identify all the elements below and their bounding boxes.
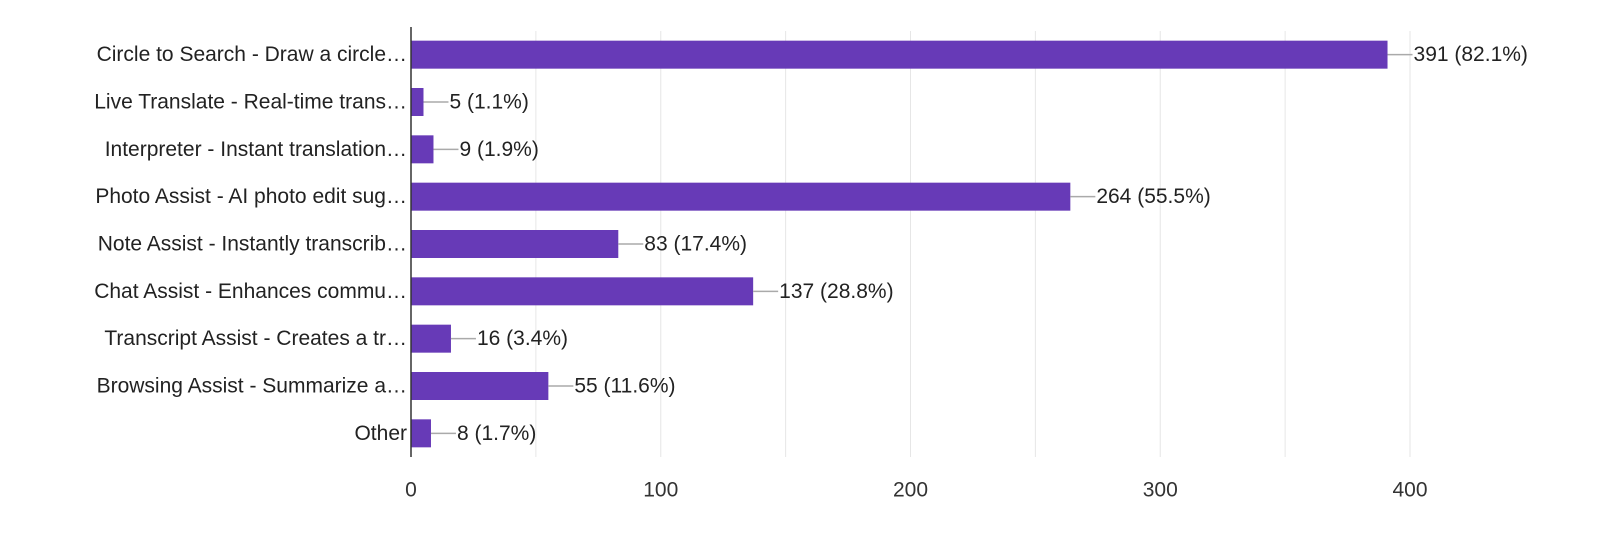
bar — [411, 372, 549, 400]
category-label: Circle to Search - Draw a circle… — [97, 43, 407, 66]
bar — [411, 277, 754, 306]
category-label: Note Assist - Instantly transcrib… — [98, 233, 407, 256]
data-label: 55 (11.6%) — [574, 375, 675, 398]
data-label: 137 (28.8%) — [779, 280, 893, 303]
category-label: Chat Assist - Enhances commu… — [94, 280, 407, 303]
category-label: Browsing Assist - Summarize a… — [97, 375, 407, 398]
bar — [411, 419, 431, 448]
bar — [411, 135, 434, 164]
bar — [411, 324, 451, 353]
bar — [411, 40, 1388, 69]
x-tick-label: 200 — [893, 479, 928, 502]
x-tick-label: 0 — [405, 479, 417, 502]
category-label: Interpreter - Instant translation… — [105, 138, 407, 161]
bar — [411, 230, 619, 258]
x-tick-label: 400 — [1392, 479, 1427, 502]
category-label: Other — [354, 422, 407, 445]
bars — [411, 40, 1413, 448]
x-tick-label: 300 — [1143, 479, 1178, 502]
bar — [411, 182, 1071, 211]
data-label: 9 (1.9%) — [459, 138, 538, 161]
category-label: Live Translate - Real-time trans… — [94, 91, 407, 114]
data-label: 391 (82.1%) — [1414, 43, 1528, 66]
data-label: 16 (3.4%) — [477, 327, 568, 350]
data-label: 83 (17.4%) — [644, 233, 747, 256]
gridlines — [535, 31, 1411, 457]
category-label: Photo Assist - AI photo edit sug… — [95, 185, 407, 208]
data-label: 264 (55.5%) — [1096, 185, 1210, 208]
bar — [411, 88, 424, 116]
data-label: 5 (1.1%) — [449, 91, 528, 114]
category-label: Transcript Assist - Creates a tr… — [104, 327, 407, 350]
data-label: 8 (1.7%) — [457, 422, 536, 445]
x-tick-label: 100 — [643, 479, 678, 502]
labels: 391 (82.1%) Circle to Search - Draw a cir… — [94, 43, 1528, 501]
